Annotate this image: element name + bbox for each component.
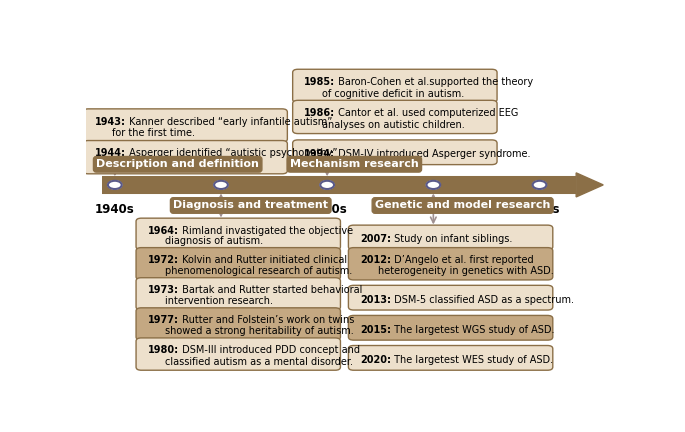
Text: analyses on autistic children.: analyses on autistic children. [322, 120, 464, 130]
Text: DSM-III introduced PDD concept and: DSM-III introduced PDD concept and [179, 346, 360, 356]
Text: DSM-IV introduced Asperger syndrome.: DSM-IV introduced Asperger syndrome. [336, 149, 531, 159]
FancyBboxPatch shape [349, 225, 553, 250]
FancyBboxPatch shape [136, 338, 340, 370]
Text: phenomenological research of autism.: phenomenological research of autism. [165, 266, 353, 276]
FancyBboxPatch shape [292, 100, 497, 133]
Circle shape [214, 181, 228, 189]
Text: Rimland invastigated the objective: Rimland invastigated the objective [179, 226, 353, 235]
FancyBboxPatch shape [136, 308, 340, 340]
Text: for the first time.: for the first time. [112, 128, 195, 138]
Text: Kanner described “early infantile autism”: Kanner described “early infantile autism… [125, 117, 332, 127]
Circle shape [427, 181, 440, 189]
FancyBboxPatch shape [349, 346, 553, 370]
Text: The largetest WES study of ASD.: The largetest WES study of ASD. [391, 355, 553, 365]
Text: intervention research.: intervention research. [165, 296, 273, 306]
Text: Bartak and Rutter started behavioral: Bartak and Rutter started behavioral [179, 285, 362, 295]
FancyBboxPatch shape [136, 278, 340, 310]
Text: heterogeneity in genetics with ASD.: heterogeneity in genetics with ASD. [377, 266, 553, 276]
Text: Baron-Cohen et al.supported the theory: Baron-Cohen et al.supported the theory [336, 77, 534, 87]
Polygon shape [576, 173, 603, 197]
Text: diagnosis of autism.: diagnosis of autism. [165, 236, 263, 246]
Text: 1973:: 1973: [148, 285, 179, 295]
FancyBboxPatch shape [349, 248, 553, 280]
Text: 1980:: 1980: [148, 346, 179, 356]
Text: 1972:: 1972: [148, 255, 179, 265]
Text: Study on infant siblings.: Study on infant siblings. [391, 235, 512, 245]
Text: 1960s: 1960s [201, 203, 241, 216]
FancyBboxPatch shape [136, 218, 340, 250]
Text: 2015:: 2015: [360, 325, 391, 335]
Text: 2020:: 2020: [360, 355, 391, 365]
Circle shape [533, 181, 547, 189]
Text: 1980s: 1980s [308, 203, 347, 216]
Text: 1994:: 1994: [304, 149, 336, 159]
Text: 1977:: 1977: [148, 315, 179, 325]
Text: as socially isolated children.: as socially isolated children. [112, 160, 250, 170]
Text: Kolvin and Rutter initiated clinical: Kolvin and Rutter initiated clinical [179, 255, 347, 265]
Text: D’Angelo et al. first reported: D’Angelo et al. first reported [391, 255, 534, 265]
Text: 1986:: 1986: [304, 108, 336, 118]
Text: 1940s: 1940s [95, 203, 135, 216]
Text: Asperger identified “autistic psychopathy”: Asperger identified “autistic psychopath… [125, 148, 337, 158]
Text: The largetest WGS study of ASD.: The largetest WGS study of ASD. [391, 325, 555, 335]
Text: Diagnosis and treatment: Diagnosis and treatment [173, 200, 328, 210]
Text: Rutter and Folstein’s work on twins: Rutter and Folstein’s work on twins [179, 315, 354, 325]
FancyBboxPatch shape [83, 140, 288, 174]
Text: 2020s: 2020s [520, 203, 559, 216]
Text: DSM-5 classified ASD as a spectrum.: DSM-5 classified ASD as a spectrum. [391, 295, 574, 305]
Text: showed a strong heritability of autism.: showed a strong heritability of autism. [165, 327, 354, 337]
Text: 2013:: 2013: [360, 295, 391, 305]
FancyBboxPatch shape [292, 69, 497, 102]
Text: Mechanism research: Mechanism research [290, 159, 419, 169]
FancyBboxPatch shape [292, 140, 497, 165]
Text: of cognitive deficit in autism.: of cognitive deficit in autism. [322, 89, 464, 98]
Text: classified autism as a mental disorder.: classified autism as a mental disorder. [165, 356, 353, 366]
Circle shape [321, 181, 334, 189]
FancyBboxPatch shape [136, 248, 340, 280]
Text: 1943:: 1943: [95, 117, 125, 127]
Text: 1944:: 1944: [95, 148, 125, 158]
Text: 1964:: 1964: [148, 226, 179, 235]
Text: 2012:: 2012: [360, 255, 391, 265]
FancyBboxPatch shape [83, 109, 288, 142]
Text: 2007:: 2007: [360, 235, 391, 245]
FancyBboxPatch shape [349, 285, 553, 310]
Text: 1985:: 1985: [304, 77, 336, 87]
FancyBboxPatch shape [349, 315, 553, 340]
Text: 2000s: 2000s [414, 203, 453, 216]
Text: Genetic and model research: Genetic and model research [375, 200, 550, 210]
Text: Cantor et al. used computerized EEG: Cantor et al. used computerized EEG [336, 108, 519, 118]
Text: Description and definition: Description and definition [96, 159, 259, 169]
Circle shape [108, 181, 122, 189]
